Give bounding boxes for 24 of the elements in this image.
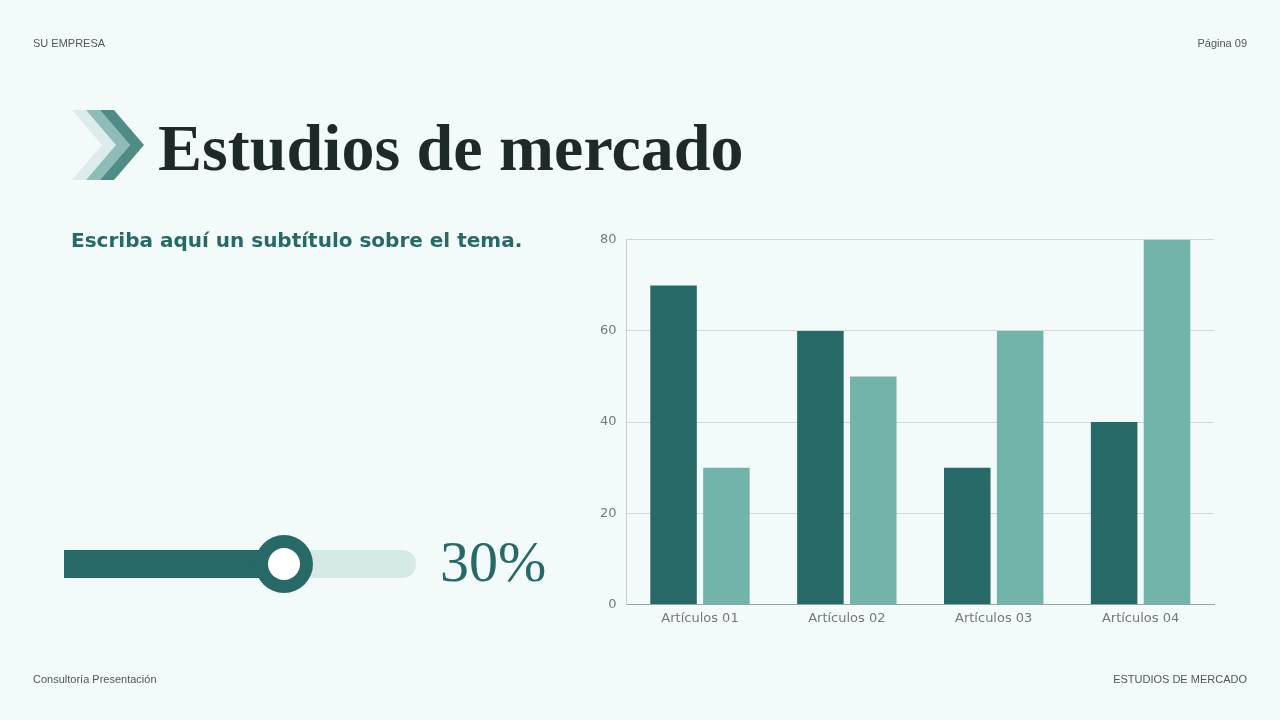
bar <box>650 285 697 604</box>
text: SU EMPRESA <box>33 37 106 49</box>
y-tick-label: 20 <box>600 504 617 520</box>
x-tick-label: Artículos 01 <box>661 609 739 625</box>
chart-title: Estudios de mercado <box>158 110 744 186</box>
text: ESTUDIOS DE MERCADO <box>1113 673 1247 685</box>
bar <box>797 330 844 604</box>
bar <box>850 376 897 604</box>
bar <box>1143 239 1191 604</box>
x-tick-label: Artículos 04 <box>1101 609 1180 625</box>
bar <box>944 467 991 604</box>
y-tick-label: 60 <box>600 322 617 338</box>
bar <box>1090 422 1138 604</box>
x-tick-label: Artículos 03 <box>955 609 1033 625</box>
x-tick-label: Artículos 02 <box>808 609 886 625</box>
y-tick-label: 40 <box>600 413 617 429</box>
text: Consultoría Presentación <box>33 673 157 685</box>
bar <box>703 467 750 604</box>
y-tick-label: 80 <box>600 231 617 247</box>
bar <box>996 330 1044 604</box>
text: 30% <box>440 528 547 595</box>
text: Escriba aquí un subtítulo sobre el tema. <box>71 228 523 252</box>
text: Página 09 <box>1197 37 1247 49</box>
y-tick-label: 0 <box>608 595 617 611</box>
